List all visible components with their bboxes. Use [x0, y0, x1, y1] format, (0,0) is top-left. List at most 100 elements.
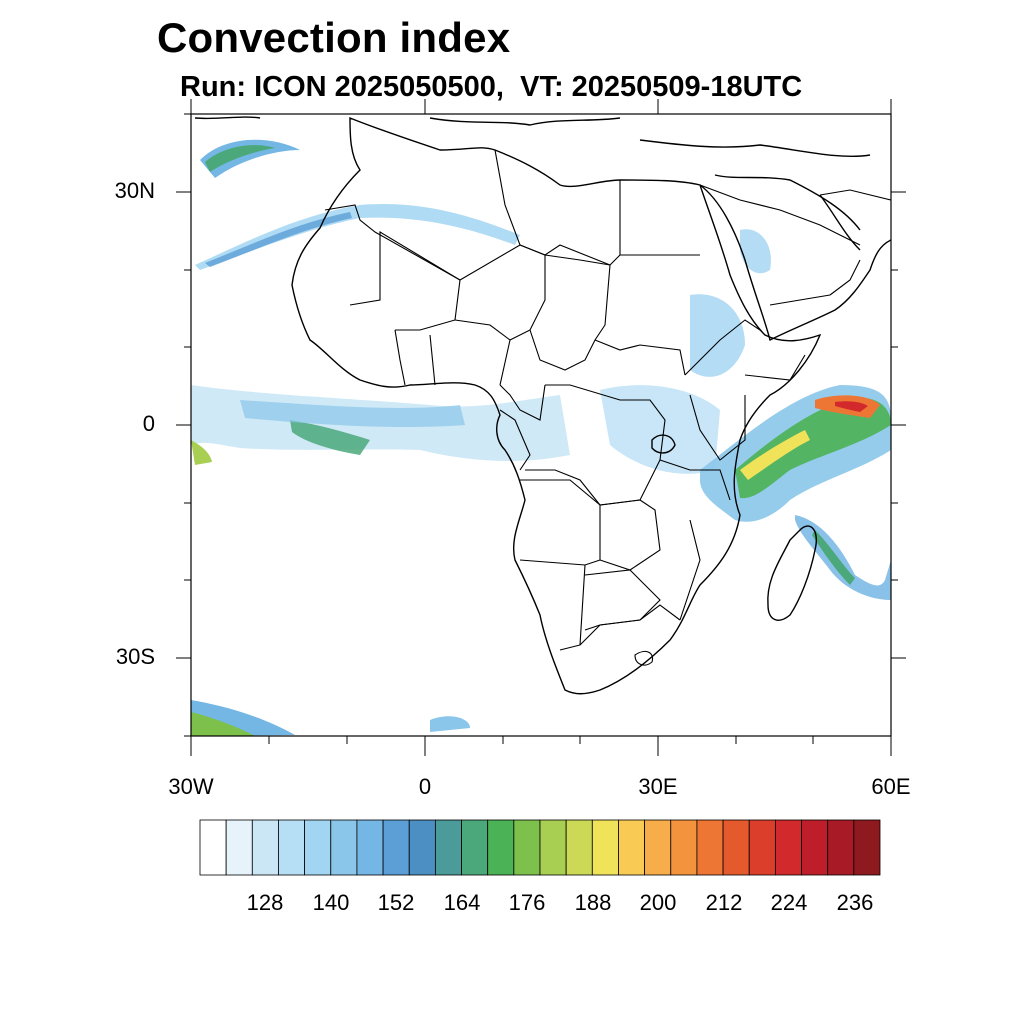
colorbar-label: 140 [312, 890, 350, 915]
colorbar-swatch [774, 819, 802, 876]
colorbar [199, 819, 881, 876]
map-subtitle: Run: ICON 2025050500, VT: 20250509-18UTC [180, 71, 803, 103]
colorbar-swatch [591, 819, 619, 876]
europe-coast-1 [194, 116, 261, 120]
lon-label-60e: 60E [871, 774, 911, 799]
colorbar-swatch [539, 819, 567, 876]
colorbar-swatch [356, 819, 384, 876]
border-gabon [499, 409, 531, 471]
shading-equatorial-core [290, 420, 370, 455]
shading-equatorial-mid [240, 400, 465, 428]
border-tanzania [659, 459, 731, 501]
border-morocco-algeria [324, 204, 461, 281]
border-mali [349, 231, 461, 331]
border-south-africa [579, 604, 681, 646]
arabia-coastline [699, 184, 891, 342]
shading-indian-ocean-core [835, 401, 868, 412]
border-west-africa-2 [429, 334, 436, 386]
colorbar-swatch [748, 819, 776, 876]
country-borders [324, 149, 891, 666]
colorbar-label: 236 [836, 890, 874, 915]
colorbar-swatch [408, 819, 436, 876]
border-iran [819, 189, 891, 201]
border-angola [519, 479, 601, 566]
border-zambia [599, 499, 661, 571]
border-drc [525, 384, 666, 506]
gulf-coast [819, 194, 861, 251]
lat-label-30n: 30N [114, 178, 155, 203]
shading-central-africa [600, 385, 720, 474]
red-sea-east [714, 174, 861, 231]
colorbar-swatch [670, 819, 698, 876]
shading-south-atlantic-core [191, 712, 255, 736]
colorbar-swatch [644, 819, 672, 876]
colorbar-label: 152 [377, 890, 415, 915]
shading-indian-ocean-inner [740, 430, 810, 480]
border-namibia [559, 564, 586, 651]
shading-arabia [740, 229, 771, 274]
shading-north-atlantic-swirl-core [205, 145, 275, 172]
shading-ethiopia [690, 294, 745, 377]
colorbar-swatch [565, 819, 593, 876]
axis-ticks [176, 99, 906, 756]
border-nigeria [454, 319, 511, 386]
shading-south-cells [430, 716, 470, 732]
lat-label-0: 0 [142, 411, 155, 436]
shading-madagascar-green [812, 530, 855, 585]
convection-field [191, 139, 891, 736]
border-oman [829, 259, 861, 296]
border-yemen [769, 294, 831, 306]
lon-label-30e: 30E [638, 774, 678, 799]
shading-north-atlantic-swirl [200, 139, 300, 178]
border-niger-chad [459, 244, 546, 341]
colorbar-swatch [434, 819, 462, 876]
colorbar-swatch [225, 819, 253, 876]
lon-label-30w: 30W [168, 774, 214, 799]
europe-coast-2 [429, 117, 621, 126]
colorbar-swatch [853, 819, 881, 876]
lat-label-30s: 30S [115, 644, 155, 669]
colorbar-swatch [199, 819, 227, 876]
border-botswana [584, 569, 661, 631]
border-mozambique [679, 519, 701, 621]
europe-coast-3 [639, 139, 871, 158]
colorbar-label: 212 [705, 890, 743, 915]
africa-coastline [291, 116, 822, 695]
border-somalia [744, 354, 806, 381]
colorbar-label: 200 [639, 890, 677, 915]
shading-nw-atlantic-band [195, 204, 520, 270]
shading-nw-atlantic-core [205, 212, 352, 267]
colorbar-swatch [618, 819, 646, 876]
colorbar-swatch [696, 819, 724, 876]
colorbar-label: 176 [508, 890, 546, 915]
coastlines [194, 116, 891, 695]
lon-label-0: 0 [418, 774, 432, 799]
colorbar-swatch [487, 819, 515, 876]
colorbar-swatch [278, 819, 306, 876]
border-ethiopia [684, 319, 766, 376]
colorbar-label: 164 [443, 890, 481, 915]
colorbar-swatch [304, 819, 332, 876]
madagascar [767, 525, 817, 621]
map-title: Convection index [157, 14, 511, 61]
shading-indian-ocean-mid [735, 397, 891, 499]
border-sudan-south [594, 339, 686, 376]
colorbar-swatch [330, 819, 358, 876]
border-west-africa-1 [394, 329, 406, 386]
colorbar-label: 128 [246, 890, 284, 915]
colorbar-swatch [382, 819, 410, 876]
colorbar-label: 224 [770, 890, 808, 915]
shading-madagascar-channel [795, 515, 891, 600]
border-kenya [689, 394, 746, 461]
colorbar-swatch [513, 819, 541, 876]
lake-victoria [651, 434, 676, 454]
colorbar-swatch [461, 819, 489, 876]
border-algeria-libya [494, 149, 621, 266]
border-saudi [699, 184, 861, 246]
colorbar-swatch [251, 819, 279, 876]
border-cameroon [499, 384, 546, 421]
border-egypt-sudan [619, 180, 700, 256]
colorbar-swatch [722, 819, 750, 876]
colorbar-label: 188 [574, 890, 612, 915]
